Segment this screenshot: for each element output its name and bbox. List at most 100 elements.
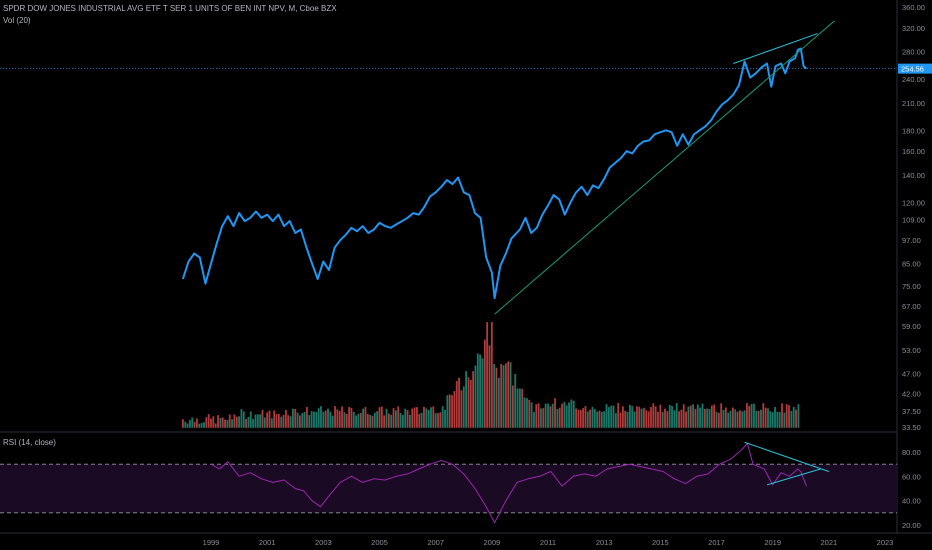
price-axis-tick: 97.00	[902, 236, 921, 245]
volume-bar	[584, 406, 587, 428]
volume-bar	[219, 418, 222, 428]
volume-bar	[617, 403, 620, 428]
volume-bar	[357, 413, 360, 428]
volume-bar	[334, 406, 336, 428]
volume-bar	[249, 411, 252, 428]
volume-bar	[708, 408, 711, 428]
volume-bar	[778, 411, 781, 428]
volume-bar	[507, 361, 510, 428]
volume-bar	[273, 410, 276, 428]
volume-axis-tick: 53.00	[902, 346, 921, 355]
volume-bar	[504, 363, 507, 428]
volume-bar	[699, 407, 702, 428]
volume-bar	[425, 408, 428, 428]
volume-bar	[739, 410, 741, 428]
volume-bar	[755, 410, 758, 428]
volume-bar	[324, 410, 327, 428]
volume-bar	[785, 404, 788, 428]
volume-bar	[446, 395, 449, 428]
volume-bar	[724, 407, 727, 428]
volume-bar	[186, 423, 189, 428]
volume-bar	[659, 404, 662, 428]
x-axis-tick: 2019	[764, 538, 781, 547]
volume-bar	[364, 407, 367, 428]
volume-bar	[771, 412, 774, 428]
volume-bar	[277, 414, 280, 428]
price-axis-tick: 360.00	[902, 3, 925, 12]
volume-bar	[228, 414, 231, 428]
volume-bar	[593, 408, 596, 428]
volume-bar	[614, 413, 617, 428]
volume-bar	[736, 411, 739, 428]
volume-bar	[526, 398, 528, 428]
volume-bar	[488, 345, 491, 428]
volume-bar	[303, 411, 306, 428]
volume-bar	[643, 407, 645, 428]
volume-bar	[369, 414, 372, 428]
volume-bar	[306, 406, 308, 428]
volume-bar	[710, 405, 713, 428]
volume-bar	[315, 412, 318, 428]
volume-bar	[673, 410, 676, 428]
volume-bar	[392, 408, 395, 428]
volume-bar	[301, 413, 304, 428]
volume-bar	[661, 411, 664, 428]
x-axis-tick: 2001	[259, 538, 276, 547]
volume-bar	[607, 407, 610, 428]
volume-bar	[729, 410, 732, 428]
x-axis-tick: 2015	[652, 538, 669, 547]
volume-bar	[437, 413, 439, 428]
volume-bar	[430, 407, 432, 428]
price-axis-tick: 160.00	[902, 147, 925, 156]
volume-bar	[252, 419, 255, 428]
rsi-axis-tick: 80.00	[902, 448, 921, 457]
volume-bar	[640, 408, 643, 428]
volume-bar	[650, 407, 652, 428]
volume-bar	[636, 406, 638, 428]
volume-bar	[563, 402, 566, 428]
volume-bar	[769, 411, 772, 428]
volume-bar	[212, 416, 215, 428]
volume-bar	[205, 417, 208, 428]
volume-bar	[338, 410, 341, 428]
volume-bar	[200, 422, 203, 428]
volume-bar	[558, 407, 561, 428]
support-trendline	[494, 20, 835, 315]
volume-bar	[322, 411, 325, 428]
x-axis-tick: 2013	[596, 538, 613, 547]
volume-bar	[561, 403, 563, 428]
volume-bar	[240, 409, 243, 428]
volume-bar	[788, 405, 790, 428]
volume-bar	[416, 407, 418, 428]
volume-bar	[781, 403, 783, 428]
volume-bar	[355, 415, 357, 428]
volume-bar	[308, 415, 311, 428]
volume-bar	[537, 403, 540, 428]
volume-bar	[490, 322, 493, 428]
volume-bar	[284, 409, 287, 428]
volume-bar	[776, 411, 779, 428]
volume-bar	[444, 409, 446, 428]
volume-bar	[226, 419, 229, 428]
volume-bar	[418, 413, 421, 428]
volume-bar	[657, 411, 659, 428]
volume-bar	[692, 404, 694, 428]
volume-bar	[540, 408, 542, 428]
volume-bar	[570, 399, 573, 428]
volume-bar	[647, 411, 650, 428]
volume-bar	[366, 414, 369, 428]
price-axis-tick: 280.00	[902, 48, 925, 57]
volume-bar	[687, 406, 690, 428]
volume-bar	[764, 407, 767, 428]
volume-bar	[680, 409, 683, 428]
volume-bar	[621, 406, 624, 428]
volume-axis-tick: 33.50	[902, 423, 921, 432]
x-axis-tick: 2005	[371, 538, 388, 547]
volume-bar	[390, 414, 393, 428]
volume-bar	[703, 408, 706, 428]
volume-bar	[331, 415, 334, 428]
volume-bar	[792, 406, 795, 428]
volume-bar	[413, 407, 416, 428]
